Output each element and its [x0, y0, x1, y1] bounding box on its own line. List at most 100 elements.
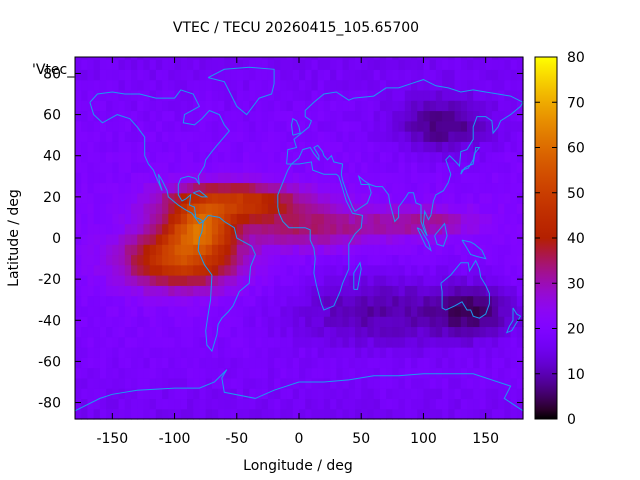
heatmap-cell [199, 398, 207, 410]
heatmap-cell [137, 79, 145, 91]
heatmap-cell [485, 172, 493, 184]
heatmap-cell [392, 182, 400, 194]
heatmap-cell [323, 357, 331, 369]
heatmap-cell [373, 110, 381, 122]
heatmap-cell [124, 223, 132, 235]
heatmap-cell [93, 57, 101, 60]
heatmap-cell [137, 295, 145, 307]
heatmap-cell [249, 203, 257, 214]
heatmap-cell [504, 367, 512, 379]
heatmap-cell [373, 192, 381, 204]
heatmap-cell [435, 223, 443, 235]
heatmap-cell [205, 110, 213, 122]
heatmap-cell [442, 59, 449, 70]
heatmap-cell [460, 357, 468, 369]
heatmap-cell [355, 244, 362, 256]
heatmap-cell [491, 285, 499, 297]
heatmap-cell [342, 59, 350, 70]
heatmap-cell [317, 305, 325, 317]
heatmap-cell [411, 408, 418, 420]
heatmap-cell [336, 131, 344, 142]
heatmap-cell [504, 316, 512, 328]
heatmap-cell [286, 316, 294, 328]
heatmap-cell [342, 316, 350, 328]
heatmap-cell [305, 388, 313, 400]
heatmap-cell [162, 347, 169, 358]
heatmap-cell [386, 388, 393, 400]
heatmap-cell [211, 120, 219, 132]
heatmap-cell [305, 275, 313, 286]
heatmap-cell [460, 275, 468, 286]
heatmap-cell [336, 275, 344, 286]
heatmap-cell [429, 305, 437, 317]
heatmap-cell [516, 213, 524, 225]
heatmap-cell [386, 275, 393, 286]
heatmap-cell [81, 192, 89, 204]
heatmap-cell [467, 408, 474, 420]
heatmap-cell [187, 275, 194, 286]
heatmap-cell [75, 172, 82, 184]
heatmap-cell [99, 100, 107, 112]
heatmap-cell [261, 285, 269, 297]
heatmap-cell [361, 89, 369, 101]
heatmap-cell [81, 326, 89, 338]
heatmap-cell [460, 79, 468, 91]
heatmap-cell [180, 285, 188, 297]
heatmap-cell [386, 326, 393, 338]
heatmap-cell [305, 69, 313, 81]
heatmap-cell [311, 336, 319, 348]
heatmap-cell [355, 69, 362, 81]
heatmap-cell [473, 398, 481, 410]
heatmap-cell [143, 316, 151, 328]
heatmap-cell [498, 59, 505, 70]
heatmap-cell [187, 89, 194, 101]
heatmap-cell [93, 347, 101, 358]
heatmap-cell [404, 305, 412, 317]
heatmap-cell [168, 398, 176, 410]
heatmap-cell [137, 377, 145, 389]
heatmap-cell [75, 110, 82, 122]
heatmap-cell [249, 69, 257, 81]
heatmap-cell [510, 110, 518, 122]
heatmap-cell [299, 79, 306, 91]
heatmap-cell [118, 182, 126, 194]
heatmap-cell [118, 388, 126, 400]
heatmap-cell [367, 388, 375, 400]
heatmap-cell [93, 357, 101, 369]
heatmap-cell [280, 69, 288, 81]
heatmap-cell [361, 398, 369, 410]
heatmap-cell [504, 151, 512, 163]
heatmap-cell [504, 254, 512, 266]
heatmap-cell [224, 110, 232, 122]
heatmap-cell [361, 326, 369, 338]
heatmap-cell [386, 285, 393, 297]
heatmap-cell [485, 367, 493, 379]
heatmap-cell [498, 347, 505, 358]
heatmap-cell [236, 131, 244, 142]
heatmap-cell [87, 57, 95, 60]
heatmap-cell [367, 408, 375, 420]
heatmap-cell [473, 79, 481, 91]
heatmap-cell [435, 203, 443, 214]
heatmap-cell [93, 223, 101, 235]
heatmap-cell [286, 336, 294, 348]
heatmap-cell [386, 131, 393, 142]
heatmap-cell [261, 408, 269, 420]
heatmap-cell [323, 213, 331, 225]
heatmap-cell [93, 79, 101, 91]
heatmap-cell [373, 151, 381, 163]
heatmap-cell [392, 172, 400, 184]
heatmap-cell [112, 213, 120, 225]
heatmap-cell [454, 57, 462, 60]
heatmap-cell [448, 161, 456, 173]
heatmap-cell [274, 69, 281, 81]
heatmap-cell [155, 131, 163, 142]
heatmap-cell [504, 347, 512, 358]
heatmap-cell [261, 316, 269, 328]
heatmap-cell [236, 223, 244, 235]
heatmap-cell [211, 233, 219, 245]
heatmap-cell [81, 233, 89, 245]
heatmap-cell [106, 316, 113, 328]
heatmap-cell [299, 223, 306, 235]
heatmap-cell [323, 336, 331, 348]
